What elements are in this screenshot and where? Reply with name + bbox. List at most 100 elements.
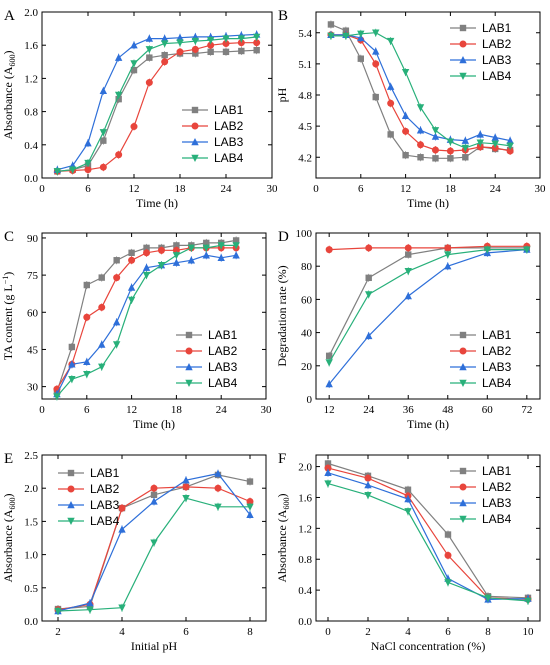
x-tick-label: 18 <box>171 404 183 416</box>
chart-panel-d: D 12 24 36 48 60 72 0 20 40 60 80 100 Time (h) Degrada… <box>275 228 541 431</box>
legend-label: LAB2 <box>482 480 512 494</box>
data-point <box>387 131 394 138</box>
y-tick-label: 100 <box>296 228 313 240</box>
data-point <box>98 303 106 311</box>
x-tick-label: 30 <box>267 183 279 195</box>
data-point <box>160 40 169 48</box>
series-line <box>57 36 257 172</box>
data-point <box>252 33 261 41</box>
legend-item: LAB3 <box>450 496 512 510</box>
data-point <box>462 154 469 161</box>
data-point <box>68 360 76 368</box>
data-point <box>432 155 439 162</box>
chart-panel-f: F 0 2 4 6 8 10 0.0 0.4 0.8 1.2 1.6 2.0 NaCl concentra… <box>275 451 541 653</box>
data-point <box>506 142 514 150</box>
data-point <box>98 340 106 348</box>
x-tick-label: 24 <box>221 183 233 195</box>
legend-marker <box>459 72 467 80</box>
legend-item: LAB1 <box>450 21 512 35</box>
legend-item: LAB1 <box>176 328 238 342</box>
data-point <box>142 271 151 280</box>
series-line <box>328 249 527 385</box>
x-axis-title: NaCl concentration (%) <box>371 639 486 653</box>
legend-marker <box>191 154 199 162</box>
data-point <box>401 111 410 119</box>
data-point <box>150 484 158 492</box>
plot-frame <box>315 232 541 400</box>
data-point <box>232 251 240 259</box>
x-tick-label: 6 <box>445 626 451 638</box>
data-point <box>161 58 169 66</box>
x-axis-title: Time (h) <box>407 196 449 210</box>
data-point <box>357 30 365 38</box>
data-point <box>83 357 91 366</box>
x-tick-label: 30 <box>261 404 273 416</box>
legend-item: LAB3 <box>182 135 244 149</box>
y-axis-title: Absorbance (A600) <box>275 494 291 583</box>
y-tick-label: 40 <box>301 328 313 340</box>
x-axis-title: Time (h) <box>407 417 449 431</box>
data-point <box>172 252 181 260</box>
data-point <box>372 47 380 55</box>
data-point <box>246 503 254 511</box>
plot-frame <box>41 11 273 179</box>
series-lab3 <box>53 251 240 399</box>
y-tick-label: 1.2 <box>24 73 38 85</box>
data-point <box>342 27 350 34</box>
data-point <box>491 140 499 148</box>
x-tick-label: 72 <box>521 404 532 416</box>
panel-letter: F <box>278 451 286 467</box>
legend-item: LAB2 <box>450 344 512 358</box>
legend-marker <box>459 56 467 64</box>
x-tick-label: 6 <box>183 626 189 638</box>
data-point <box>187 244 196 252</box>
legend-marker <box>459 379 467 387</box>
x-axis-title: Initial pH <box>131 639 178 653</box>
panel-letter: C <box>4 229 14 245</box>
data-point <box>143 249 151 257</box>
data-point <box>431 127 440 135</box>
data-point <box>327 32 335 40</box>
data-point <box>246 497 254 505</box>
data-point <box>68 343 76 351</box>
legend-item: LAB3 <box>450 53 512 67</box>
legend-marker <box>185 379 193 387</box>
legend: LAB1 LAB2 LAB3 LAB4 <box>58 466 120 528</box>
x-tick-label: 12 <box>129 183 140 195</box>
data-point <box>372 60 380 68</box>
y-tick-label: 75 <box>27 270 39 282</box>
data-point <box>404 486 412 493</box>
y-tick-label: 2.0 <box>298 462 312 474</box>
data-point <box>444 262 452 270</box>
data-point <box>83 281 90 289</box>
data-point <box>115 95 122 103</box>
y-tick-label: 0.8 <box>24 107 38 119</box>
series-lab1 <box>325 243 531 360</box>
data-point <box>118 604 126 612</box>
data-point <box>157 246 165 254</box>
legend-marker <box>459 467 467 475</box>
legend-label: LAB4 <box>482 512 512 526</box>
data-point <box>417 154 424 161</box>
data-point <box>506 136 514 144</box>
data-point <box>161 51 168 59</box>
y-tick-label: 0.5 <box>24 583 38 595</box>
data-point <box>157 262 166 270</box>
data-point <box>187 256 196 264</box>
data-point <box>217 242 225 250</box>
data-point <box>203 239 210 247</box>
data-point <box>99 163 107 171</box>
y-axis-title: Degradation rate (%) <box>275 265 289 366</box>
data-point <box>372 93 379 101</box>
data-point <box>68 166 77 174</box>
data-point <box>253 46 260 54</box>
y-axis-title: Absorbance (A600) <box>1 494 17 583</box>
x-tick-label: 4 <box>405 626 411 638</box>
plot-frame <box>315 454 541 622</box>
data-point <box>325 380 333 388</box>
legend-item: LAB4 <box>58 514 120 528</box>
legend-label: LAB4 <box>214 151 244 165</box>
data-point <box>416 104 425 112</box>
x-tick-label: 30 <box>535 183 547 195</box>
legend-label: LAB4 <box>208 376 238 390</box>
